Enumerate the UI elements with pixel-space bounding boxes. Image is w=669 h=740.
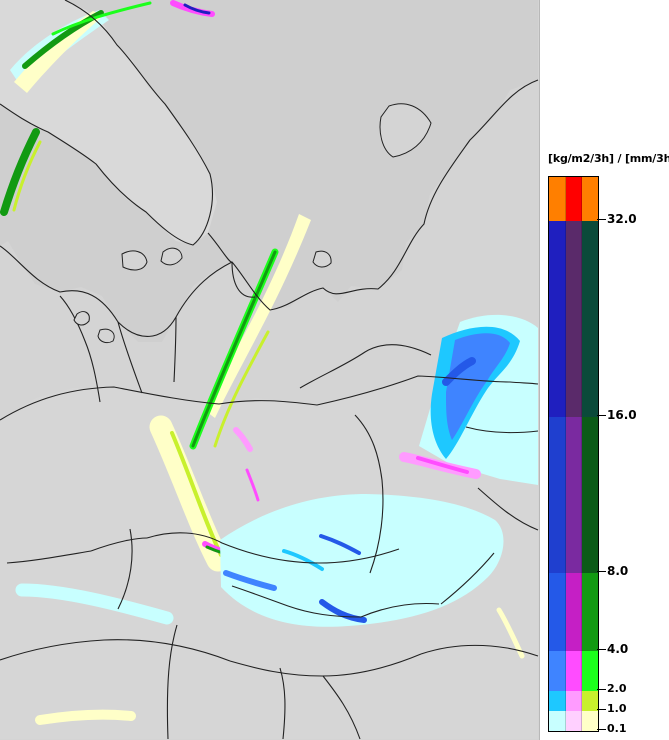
legend-swatch-16-32-col3	[582, 221, 598, 417]
legend-label-32: 32.0	[607, 212, 637, 226]
legend-label-4: 4.0	[607, 642, 629, 656]
legend-swatch-1-2-col1	[549, 691, 566, 711]
legend-swatch-16-32-col2	[565, 221, 583, 417]
legend-row-2-4	[549, 651, 598, 691]
legend-label-16: 16.0	[607, 408, 637, 422]
legend-swatch-32plus-col2	[565, 177, 583, 221]
legend-swatch-8-16-col2	[565, 417, 583, 573]
legend-swatch-32plus-col3	[582, 177, 598, 221]
legend-swatch-8-16-col1	[549, 417, 566, 573]
legend-row-0p1-1	[549, 711, 598, 731]
legend-swatch-2-4-col2	[565, 651, 583, 691]
legend-row-1-2	[549, 691, 598, 711]
map-boundaries	[0, 0, 539, 740]
legend-swatch-2-4-col3	[582, 651, 598, 691]
legend-label-0-1: 0.1	[607, 722, 627, 735]
legend-swatch-1-2-col2	[565, 691, 583, 711]
coastal-islands	[73, 103, 432, 344]
legend-swatch-4-8-col3	[582, 573, 598, 651]
legend-swatch-32plus-col1	[549, 177, 566, 221]
legend-tick-4	[597, 649, 606, 650]
legend-tick-8	[597, 571, 606, 572]
legend-swatch-4-8-col1	[549, 573, 566, 651]
legend-swatch-0p1-1-col2	[565, 711, 583, 731]
legend-tick-32	[597, 219, 606, 220]
legend-unit-label: [kg/m2/3h] / [mm/3h]	[548, 152, 669, 165]
map-panel	[0, 0, 540, 740]
legend-swatch-2-4-col1	[549, 651, 566, 691]
legend-tick-1	[597, 709, 606, 710]
legend-row-32plus	[549, 177, 598, 221]
legend-row-4-8	[549, 573, 598, 651]
legend-row-8-16	[549, 417, 598, 573]
legend-tick-2	[597, 689, 606, 690]
legend-swatch-8-16-col3	[582, 417, 598, 573]
legend-label-8: 8.0	[607, 564, 629, 578]
legend-row-16-32	[549, 221, 598, 417]
legend-tick-16	[597, 415, 606, 416]
precipitation-map	[0, 0, 539, 740]
precipitation-legend-scale	[548, 176, 599, 732]
legend-panel: [kg/m2/3h] / [mm/3h]	[540, 0, 669, 740]
legend-swatch-1-2-col3	[582, 691, 598, 711]
legend-label-2: 2.0	[607, 682, 627, 695]
legend-tick-0-1	[597, 729, 606, 730]
legend-label-1: 1.0	[607, 702, 627, 715]
legend-swatch-0p1-1-col3	[582, 711, 598, 731]
precipitation-overlay	[0, 0, 538, 725]
legend-swatch-0p1-1-col1	[549, 711, 566, 731]
legend-swatch-4-8-col2	[565, 573, 583, 651]
legend-swatch-16-32-col1	[549, 221, 566, 417]
